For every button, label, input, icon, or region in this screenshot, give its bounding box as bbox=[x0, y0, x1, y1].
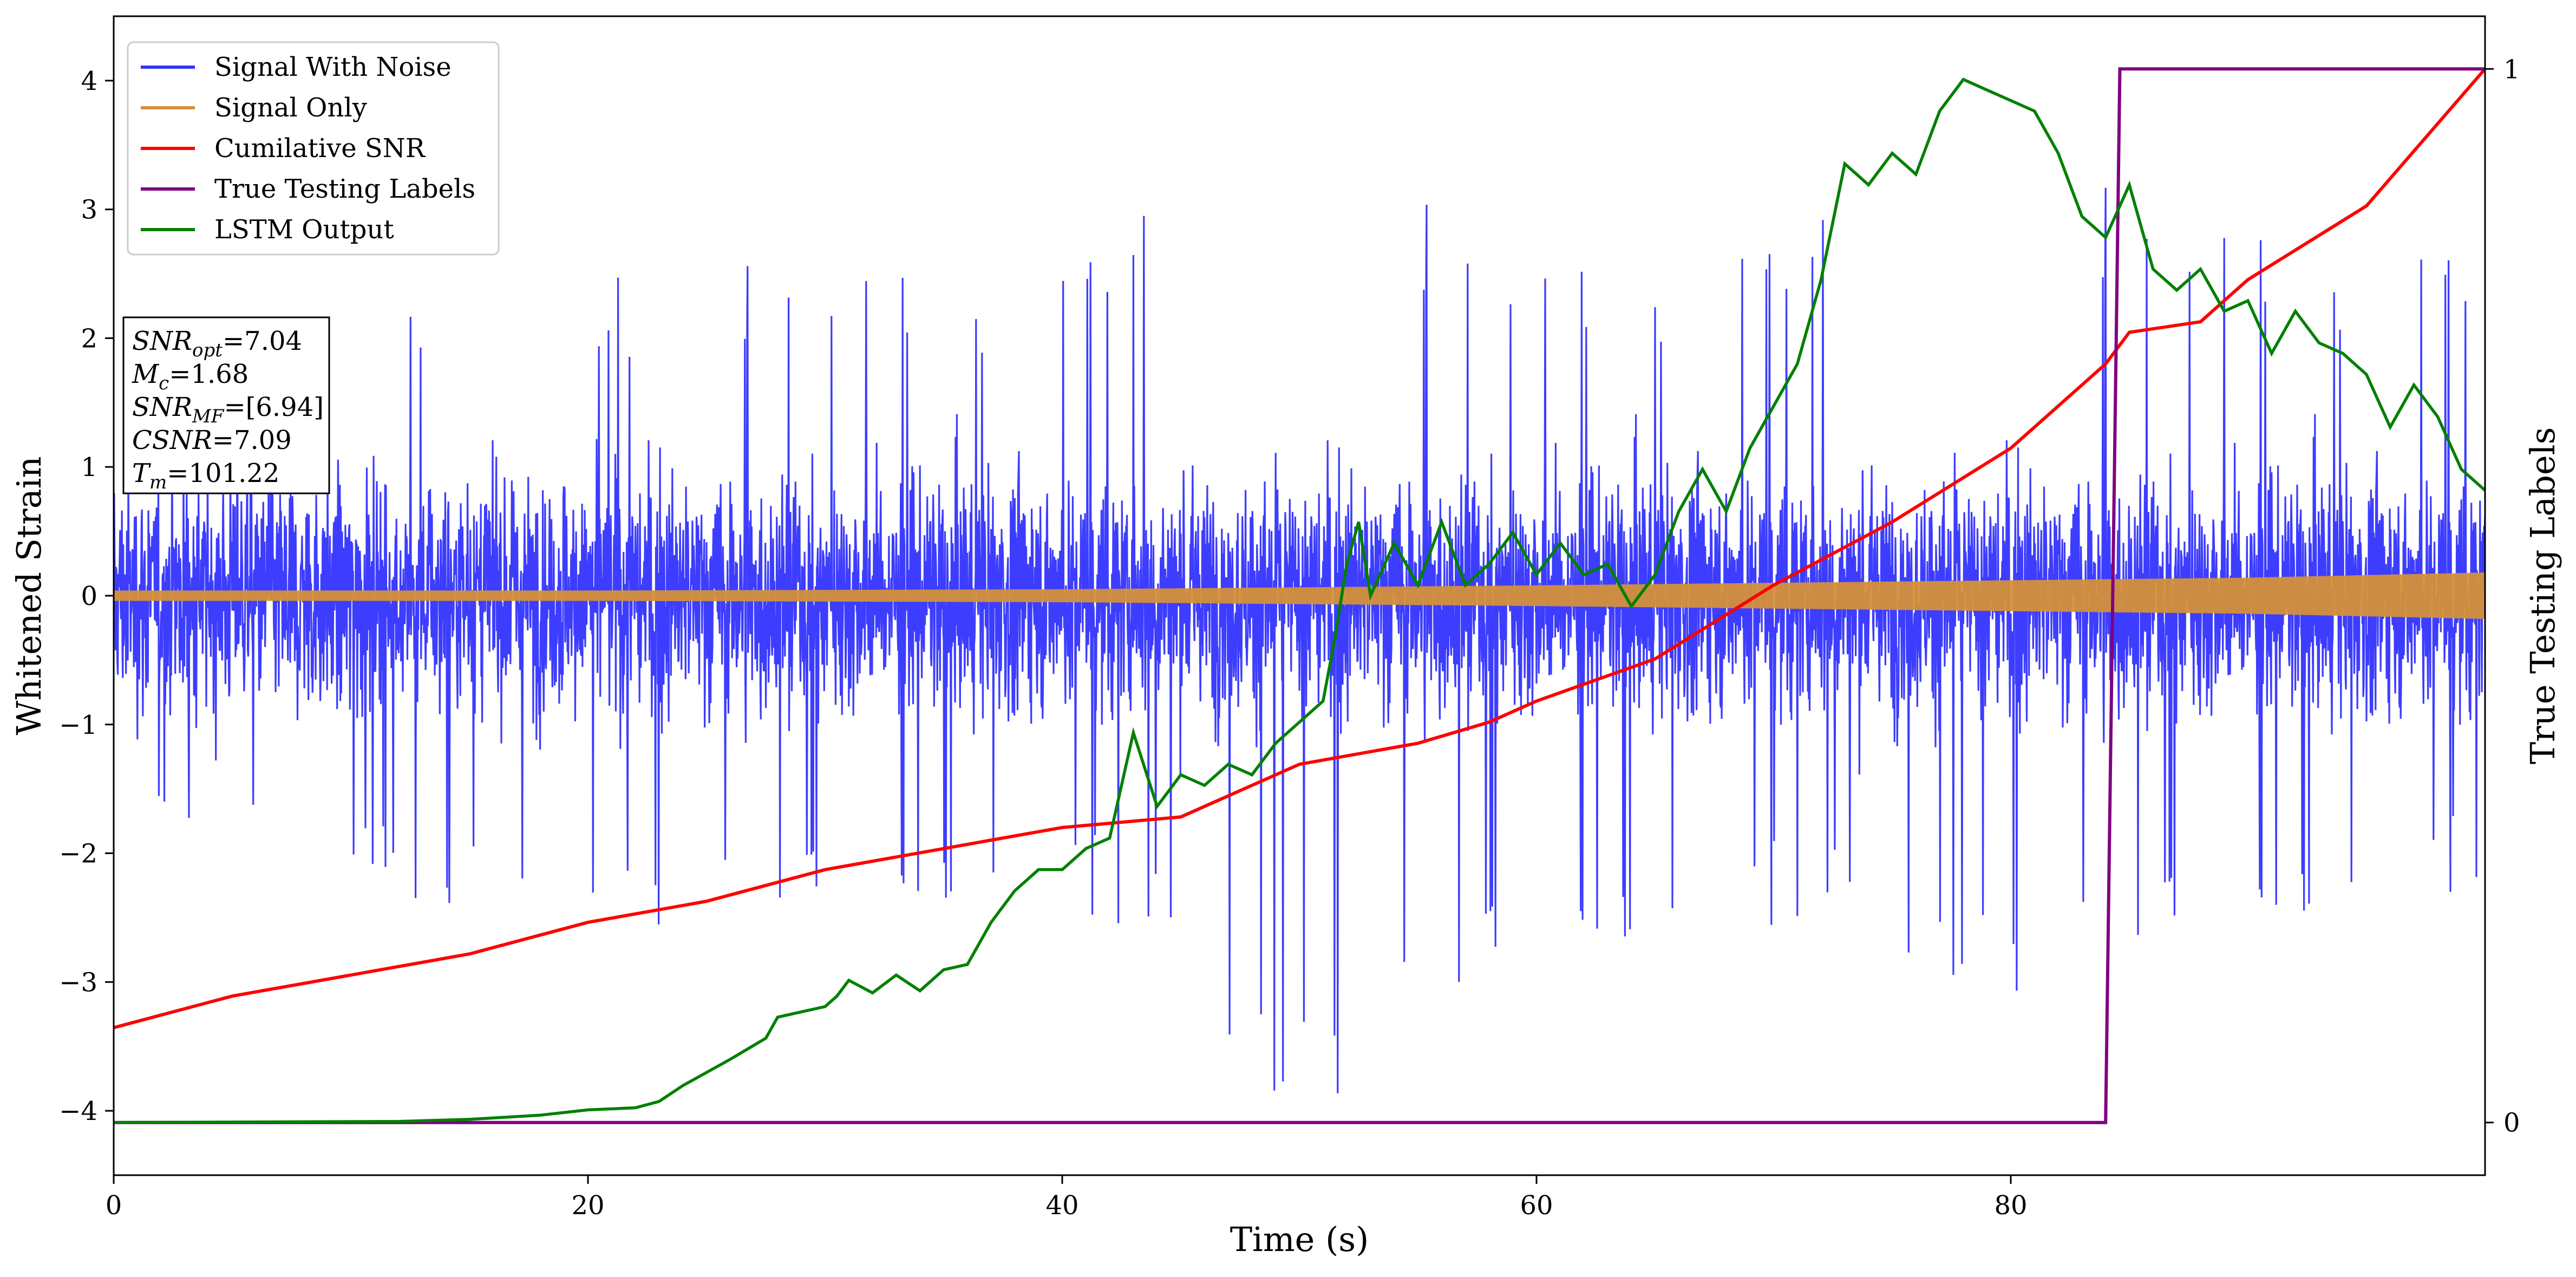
y-tick-label: −4 bbox=[59, 1096, 97, 1126]
plot-area bbox=[114, 67, 2485, 1124]
legend-label: True Testing Labels bbox=[214, 174, 475, 204]
x-tick-label: 0 bbox=[106, 1190, 122, 1221]
annotation-box: SNRopt=7.04Mc=1.68SNRMF=[6.94]CSNR=7.09T… bbox=[122, 316, 330, 494]
signal-only-line bbox=[114, 572, 2485, 619]
y-tick-label: 3 bbox=[81, 195, 97, 225]
legend-box bbox=[127, 41, 500, 256]
y-tick-label: 4 bbox=[81, 66, 97, 96]
x-tick-label: 80 bbox=[1994, 1190, 2027, 1221]
y2-axis-title: True Testing Labels bbox=[2523, 427, 2562, 765]
x-axis-title: Time (s) bbox=[1230, 1220, 1369, 1259]
legend-label: Cumilative SNR bbox=[214, 133, 426, 164]
x-tick-label: 60 bbox=[1520, 1190, 1553, 1221]
y-tick-label: 0 bbox=[81, 581, 97, 611]
annotation-line: SNRopt=7.04 bbox=[132, 326, 302, 361]
y-tick-label: 1 bbox=[81, 452, 97, 483]
y-axis-title: Whitened Strain bbox=[9, 457, 49, 735]
legend-label: Signal Only bbox=[214, 93, 367, 123]
annotation-line: CSNR=7.09 bbox=[132, 425, 292, 455]
y2-tick-label: 1 bbox=[2503, 54, 2520, 84]
y-tick-label: 2 bbox=[81, 323, 97, 354]
y-tick-label: −2 bbox=[59, 839, 97, 869]
y2-tick-label: 0 bbox=[2503, 1108, 2520, 1138]
legend: Signal With Noise Signal Only Cumilative S… bbox=[127, 41, 500, 256]
y-tick-label: −1 bbox=[59, 710, 97, 740]
true-testing-labels-line bbox=[114, 67, 2485, 1124]
cumulative-snr-line bbox=[114, 68, 2485, 1030]
annotation-line: SNRMF=[6.94] bbox=[132, 392, 324, 427]
legend-label: LSTM Output bbox=[214, 214, 394, 245]
y-tick-label: −3 bbox=[59, 967, 97, 998]
x-tick-label: 20 bbox=[571, 1190, 604, 1221]
x-tick-label: 40 bbox=[1045, 1190, 1078, 1221]
annotation-line: Mc=1.68 bbox=[132, 359, 249, 394]
annotation-frame bbox=[122, 316, 330, 494]
lstm-output-line bbox=[114, 77, 2485, 1124]
legend-label: Signal With Noise bbox=[214, 52, 452, 82]
annotation-line: Tm=101.22 bbox=[132, 458, 279, 493]
signal-with-noise-line bbox=[114, 187, 2485, 1093]
